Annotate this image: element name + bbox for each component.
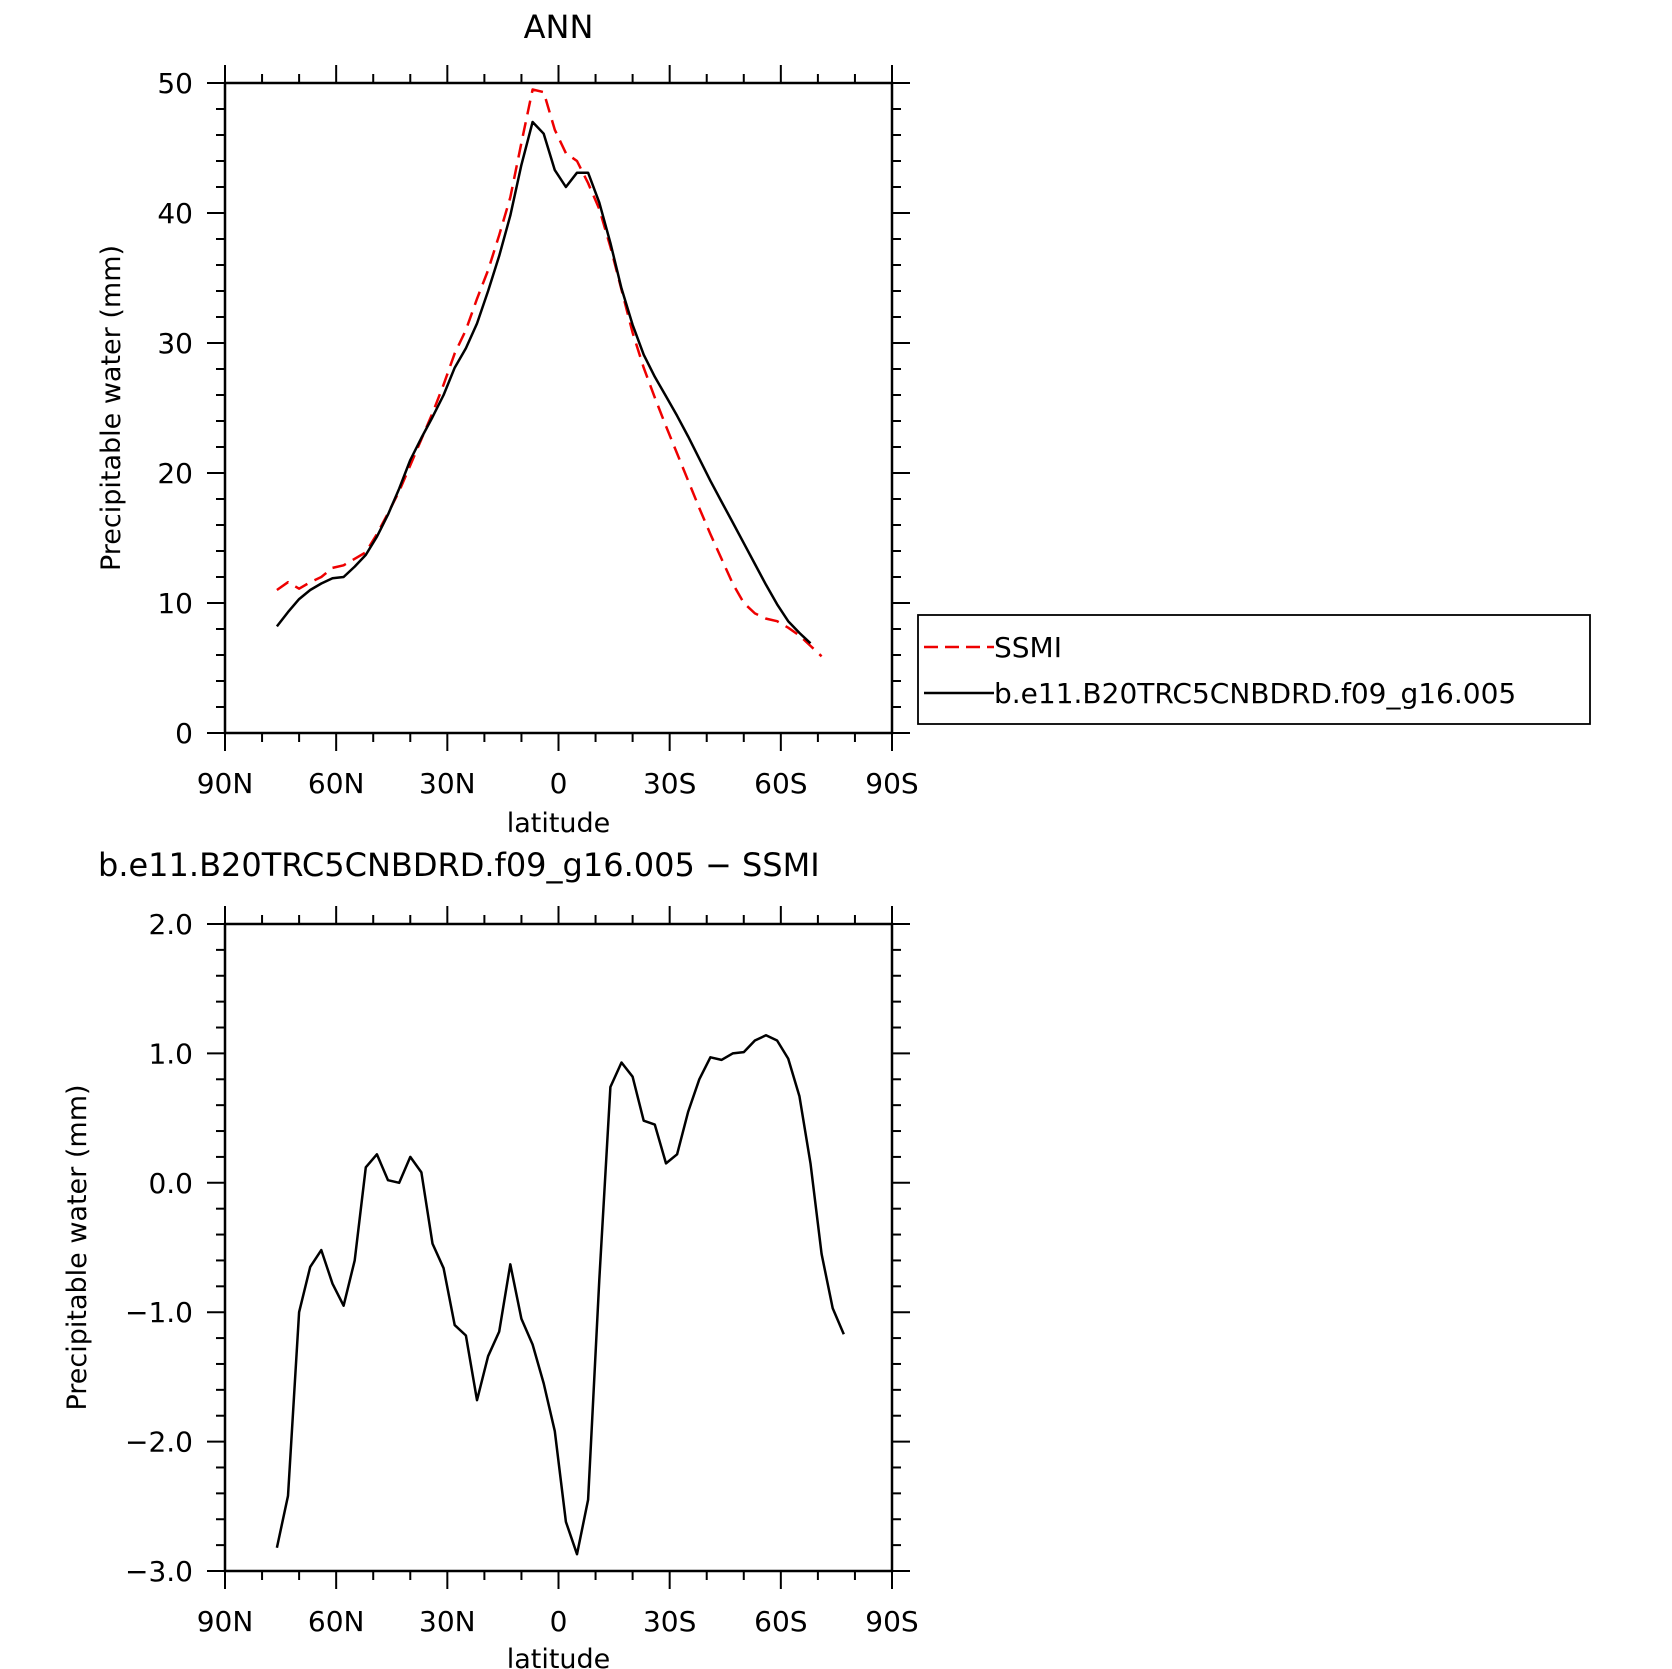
x-axis-label: latitude bbox=[507, 1644, 611, 1669]
y-tick-label: 10 bbox=[157, 587, 193, 620]
y-tick-label: 40 bbox=[157, 197, 193, 230]
chart-title: ANN bbox=[524, 8, 594, 46]
y-tick-label: 50 bbox=[157, 67, 193, 100]
x-tick-label: 90S bbox=[865, 1605, 918, 1638]
plot-frame bbox=[223, 81, 894, 735]
legend-box bbox=[917, 614, 1591, 725]
x-tick-label: 60S bbox=[754, 1605, 807, 1638]
x-axis-label: latitude bbox=[507, 808, 611, 839]
y-tick-label: 1.0 bbox=[148, 1037, 193, 1070]
x-tick-label: 60S bbox=[754, 767, 807, 800]
chart-panel-1: 0 10 20 30 40 50 90N 60N 30N 0 30S 60S 90S latitude Pr… bbox=[96, 8, 1591, 839]
x-tick-label: 30N bbox=[419, 1605, 476, 1638]
x-tick-label: 60N bbox=[308, 767, 365, 800]
x-tick-label: 90N bbox=[197, 767, 254, 800]
y-tick-label: −2.0 bbox=[125, 1426, 193, 1459]
plot-frame bbox=[223, 922, 894, 1573]
x-tick-label: 0 bbox=[550, 1605, 568, 1638]
legend-label-2: b.e11.B20TRC5CNBDRD.f09_g16.005 bbox=[994, 677, 1516, 710]
x-tick-label: 60N bbox=[308, 1605, 365, 1638]
legend-label-1: SSMI bbox=[994, 631, 1062, 664]
y-tick-label: 20 bbox=[157, 457, 193, 490]
y-tick-label: 30 bbox=[157, 327, 193, 360]
chart-title: b.e11.B20TRC5CNBDRD.f09_g16.005 − SSMI bbox=[98, 846, 820, 884]
y-axis-label: Precipitable water (mm) bbox=[96, 245, 127, 571]
y-tick-label: 2.0 bbox=[148, 908, 193, 941]
y-tick-label: −1.0 bbox=[125, 1296, 193, 1329]
x-tick-label: 30S bbox=[643, 767, 696, 800]
x-tick-label: 30N bbox=[419, 767, 476, 800]
series-line-1 bbox=[275, 1034, 845, 1556]
series-line-1 bbox=[276, 88, 823, 658]
y-tick-label: 0.0 bbox=[148, 1167, 193, 1200]
legend: SSMI b.e11.B20TRC5CNBDRD.f09_g16.005 bbox=[917, 614, 1591, 725]
chart-panel-2: −3.0 −2.0 −1.0 0.0 1.0 2.0 90N 60N 30N 0 30S 60S 90S… bbox=[62, 846, 919, 1669]
y-tick-label: −3.0 bbox=[125, 1555, 193, 1588]
y-axis-label: Precipitable water (mm) bbox=[62, 1084, 93, 1410]
y-tick-label: 0 bbox=[175, 717, 193, 750]
x-tick-label: 90S bbox=[865, 767, 918, 800]
series-line-2 bbox=[275, 120, 812, 645]
x-tick-label: 90N bbox=[197, 1605, 254, 1638]
x-tick-label: 0 bbox=[550, 767, 568, 800]
x-tick-label: 30S bbox=[643, 1605, 696, 1638]
